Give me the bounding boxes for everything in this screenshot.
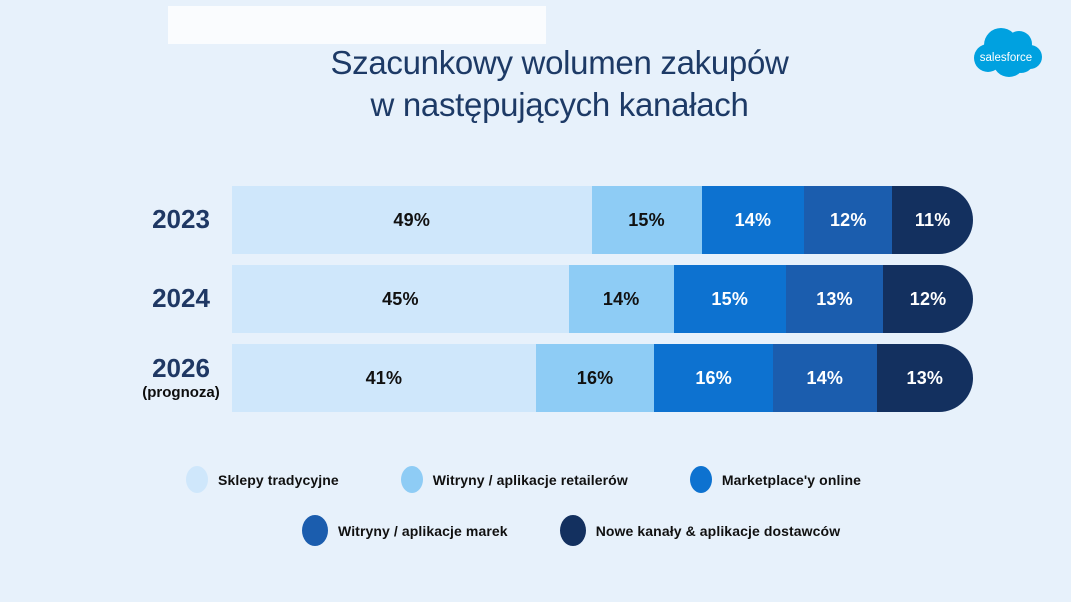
legend-label: Nowe kanały & aplikacje dostawców xyxy=(595,522,841,539)
bar-segment: 41% xyxy=(232,344,536,412)
legend-label: Witryny / aplikacje marek xyxy=(338,522,508,539)
legend-label: Marketplace'y online xyxy=(721,471,861,488)
legend-row: Witryny / aplikacje marek Nowe kanały & a… xyxy=(0,515,1071,546)
bar-segment-value: 12% xyxy=(829,209,867,230)
bar-track: 45% 14% 15% 13% 12% xyxy=(232,265,973,333)
bar-segment-value: 16% xyxy=(695,367,732,388)
bar-segment: 11% xyxy=(892,186,974,254)
chart-legend: Sklepy tradycyjne Witryny / aplikacje ret… xyxy=(0,466,1071,568)
bar-segment: 13% xyxy=(785,265,884,333)
year-text: 2023 xyxy=(152,204,210,235)
bar-segment-value: 14% xyxy=(734,209,772,230)
bar-segment: 15% xyxy=(591,186,702,254)
chart-title: Szacunkowy wolumen zakupów w następującyc… xyxy=(0,42,1071,126)
bar-segment-value: 15% xyxy=(711,288,749,309)
salesforce-logo: salesforce xyxy=(967,20,1045,80)
legend-swatch-icon xyxy=(186,466,208,493)
bar-segment: 12% xyxy=(804,186,893,254)
legend-swatch-icon xyxy=(559,515,586,546)
bar-segment-value: 45% xyxy=(382,288,419,309)
bar-segment-value: 41% xyxy=(365,367,403,388)
background-highlight-band xyxy=(168,6,546,44)
row-year-label: 2024 xyxy=(130,283,232,314)
legend-item: Witryny / aplikacje retailerów xyxy=(400,466,628,493)
salesforce-cloud-icon: salesforce xyxy=(974,28,1042,77)
legend-item: Sklepy tradycyjne xyxy=(186,466,339,493)
legend-label: Sklepy tradycyjne xyxy=(218,471,339,488)
bar-segment-value: 12% xyxy=(909,288,947,309)
legend-row: Sklepy tradycyjne Witryny / aplikacje ret… xyxy=(0,466,1071,493)
chart-row: 2023 49% 15% 14% 12% 11% xyxy=(130,186,974,254)
stacked-bar-chart: 2023 49% 15% 14% 12% 11% 2024 45% 14% 15% 13% 12% 20… xyxy=(130,186,974,423)
bar-segment: 12% xyxy=(883,265,973,333)
salesforce-logo-text: salesforce xyxy=(980,52,1032,64)
bar-segment: 49% xyxy=(232,186,592,254)
bar-segment-value: 49% xyxy=(393,209,431,230)
legend-item: Marketplace'y online xyxy=(689,466,861,493)
legend-swatch-icon xyxy=(689,466,712,493)
bar-segment-value: 13% xyxy=(906,367,944,388)
bar-segment: 16% xyxy=(535,344,655,412)
bar-track: 41% 16% 16% 14% 13% xyxy=(232,344,973,412)
legend-label: Witryny / aplikacje retailerów xyxy=(432,471,628,488)
bar-segment: 45% xyxy=(232,265,569,333)
chart-title-line1: Szacunkowy wolumen zakupów xyxy=(330,44,789,81)
year-text: 2024 xyxy=(152,283,210,314)
bar-segment-value: 14% xyxy=(806,367,844,388)
bar-segment: 15% xyxy=(673,265,786,333)
bar-segment: 13% xyxy=(876,344,973,412)
legend-item: Witryny / aplikacje marek xyxy=(302,515,508,546)
bar-segment: 16% xyxy=(654,344,773,412)
bar-segment: 14% xyxy=(701,186,805,254)
row-year-label: 2023 xyxy=(130,204,232,235)
legend-item: Nowe kanały & aplikacje dostawców xyxy=(559,515,841,546)
bar-segment-value: 13% xyxy=(816,288,853,309)
row-year-label: 2026 (prognoza) xyxy=(130,355,232,400)
bar-segment: 14% xyxy=(772,344,877,412)
legend-swatch-icon xyxy=(302,515,328,546)
bar-track: 49% 15% 14% 12% 11% xyxy=(232,186,974,254)
year-text: 2026 xyxy=(152,353,210,384)
legend-swatch-icon xyxy=(400,466,423,493)
bar-segment-value: 15% xyxy=(628,209,665,230)
chart-row: 2026 (prognoza) 41% 16% 16% 14% 13% xyxy=(130,344,973,412)
year-subtext: (prognoza) xyxy=(142,383,220,401)
chart-row: 2024 45% 14% 15% 13% 12% xyxy=(130,265,973,333)
bar-segment: 14% xyxy=(568,265,674,333)
chart-title-line2: w następujących kanałach xyxy=(370,86,749,123)
bar-segment-value: 16% xyxy=(576,367,614,388)
bar-segment-value: 11% xyxy=(914,209,951,230)
bar-segment-value: 14% xyxy=(602,288,640,309)
